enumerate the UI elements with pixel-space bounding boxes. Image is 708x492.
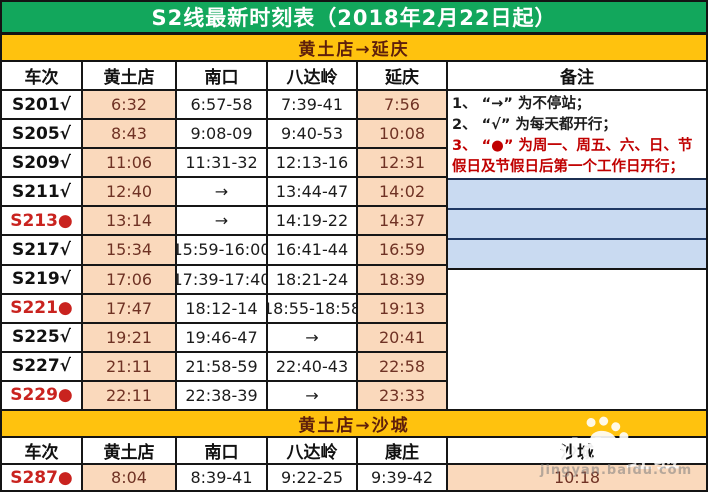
- column-header-kangzhuang: 康庄: [358, 438, 448, 465]
- highlight-cell: [448, 180, 706, 210]
- time-cell: 6:57-58: [177, 91, 268, 121]
- time-cell: 18:55-18:58: [268, 294, 358, 324]
- shacheng-table: 车次 黄土店 南口 八达岭 康庄 沙城 S287● 8:04 8:39-41 9…: [2, 438, 706, 490]
- time-cell: 22:58: [358, 352, 448, 382]
- column-header-train: 车次: [2, 62, 83, 91]
- train-cell: S225√: [2, 323, 83, 353]
- note-check: 2、 “√” 为每天都开行；: [452, 117, 617, 133]
- time-cell: 14:19-22: [268, 207, 358, 237]
- section-heading-yanqing: 黄土店→延庆: [2, 35, 706, 62]
- time-cell: 9:39-42: [358, 465, 448, 490]
- time-cell: 9:22-25: [268, 465, 358, 490]
- time-cell: 16:59: [358, 236, 448, 266]
- train-cell: S209√: [2, 149, 83, 179]
- column-header-remarks: 备注: [448, 62, 706, 91]
- time-cell: 7:56: [358, 91, 448, 121]
- train-cell: S221●: [2, 294, 83, 324]
- time-cell: 13:14: [83, 207, 177, 237]
- time-cell: 18:12-14: [177, 294, 268, 324]
- section-heading-shacheng: 黄土店→沙城: [2, 411, 706, 438]
- time-cell: 22:40-43: [268, 352, 358, 382]
- time-cell: 12:31: [358, 149, 448, 179]
- time-cell: 16:41-44: [268, 236, 358, 266]
- column-header-badaling: 八达岭: [268, 438, 358, 465]
- page-title: S2线最新时刻表（2018年2月22日起）: [2, 2, 706, 35]
- time-cell: 8:39-41: [177, 465, 268, 490]
- train-cell: S217√: [2, 236, 83, 266]
- column-header-nankou: 南口: [177, 62, 268, 91]
- time-cell: 23:33: [358, 381, 448, 411]
- time-cell: 21:11: [83, 352, 177, 382]
- column-header-train: 车次: [2, 438, 83, 465]
- train-cell: S229●: [2, 381, 83, 411]
- train-cell: S287●: [2, 465, 83, 490]
- train-cell: S227√: [2, 352, 83, 382]
- time-cell: →: [177, 178, 268, 208]
- time-cell: 22:11: [83, 381, 177, 411]
- note-bullet: 3、 “●” 为周一、周五、六、日、节假日及节假日后第一个工作日开行；: [452, 138, 693, 175]
- highlight-cell: [448, 239, 706, 270]
- train-cell: S211√: [2, 178, 83, 208]
- train-cell: S219√: [2, 265, 83, 295]
- column-header-yanqing: 延庆: [358, 62, 448, 91]
- time-cell: →: [268, 323, 358, 353]
- time-cell: 18:39: [358, 265, 448, 295]
- time-cell: →: [268, 381, 358, 411]
- time-cell: 12:40: [83, 178, 177, 208]
- column-header-shacheng: 沙城: [448, 438, 706, 465]
- time-cell: 8:43: [83, 120, 177, 150]
- column-header-nankou: 南口: [177, 438, 268, 465]
- column-header-huangtudian: 黄土店: [83, 62, 177, 91]
- empty-remark-cell: [448, 269, 706, 411]
- column-header-huangtudian: 黄土店: [83, 438, 177, 465]
- highlight-cell: [448, 209, 706, 240]
- main-table: 车次 黄土店 南口 八达岭 延庆 S201√ 6:32 6:57-58 7:39…: [2, 62, 706, 411]
- time-cell: 12:13-16: [268, 149, 358, 179]
- time-cell: 6:32: [83, 91, 177, 121]
- time-cell: 21:58-59: [177, 352, 268, 382]
- time-cell: 13:44-47: [268, 178, 358, 208]
- remarks-column: 备注 1、 “→” 为不停站； 2、 “√” 为每天都开行； 3、 “●” 为周…: [448, 62, 706, 411]
- note-arrow: 1、 “→” 为不停站；: [452, 96, 591, 112]
- train-cell: S213●: [2, 207, 83, 237]
- time-cell: 19:21: [83, 323, 177, 353]
- time-cell: 14:37: [358, 207, 448, 237]
- time-cell: →: [177, 207, 268, 237]
- time-cell: 7:39-41: [268, 91, 358, 121]
- time-cell: 11:06: [83, 149, 177, 179]
- train-cell: S201√: [2, 91, 83, 121]
- time-cell: 15:59-16:00: [177, 236, 268, 266]
- time-cell: 8:04: [83, 465, 177, 490]
- time-cell: 11:31-32: [177, 149, 268, 179]
- time-cell: 14:02: [358, 178, 448, 208]
- time-cell: 10:18: [448, 465, 706, 490]
- time-cell: 17:06: [83, 265, 177, 295]
- time-cell: 17:39-17:40: [177, 265, 268, 295]
- time-cell: 15:34: [83, 236, 177, 266]
- train-cell: S205√: [2, 120, 83, 150]
- column-header-badaling: 八达岭: [268, 62, 358, 91]
- time-cell: 22:38-39: [177, 381, 268, 411]
- remarks-notes: 1、 “→” 为不停站； 2、 “√” 为每天都开行； 3、 “●” 为周一、周…: [448, 91, 706, 180]
- time-cell: 20:41: [358, 323, 448, 353]
- time-cell: 9:08-09: [177, 120, 268, 150]
- time-cell: 9:40-53: [268, 120, 358, 150]
- timetable-grid: 车次 黄土店 南口 八达岭 延庆 S201√ 6:32 6:57-58 7:39…: [2, 62, 448, 411]
- time-cell: 18:21-24: [268, 265, 358, 295]
- time-cell: 19:46-47: [177, 323, 268, 353]
- time-cell: 17:47: [83, 294, 177, 324]
- time-cell: 19:13: [358, 294, 448, 324]
- time-cell: 10:08: [358, 120, 448, 150]
